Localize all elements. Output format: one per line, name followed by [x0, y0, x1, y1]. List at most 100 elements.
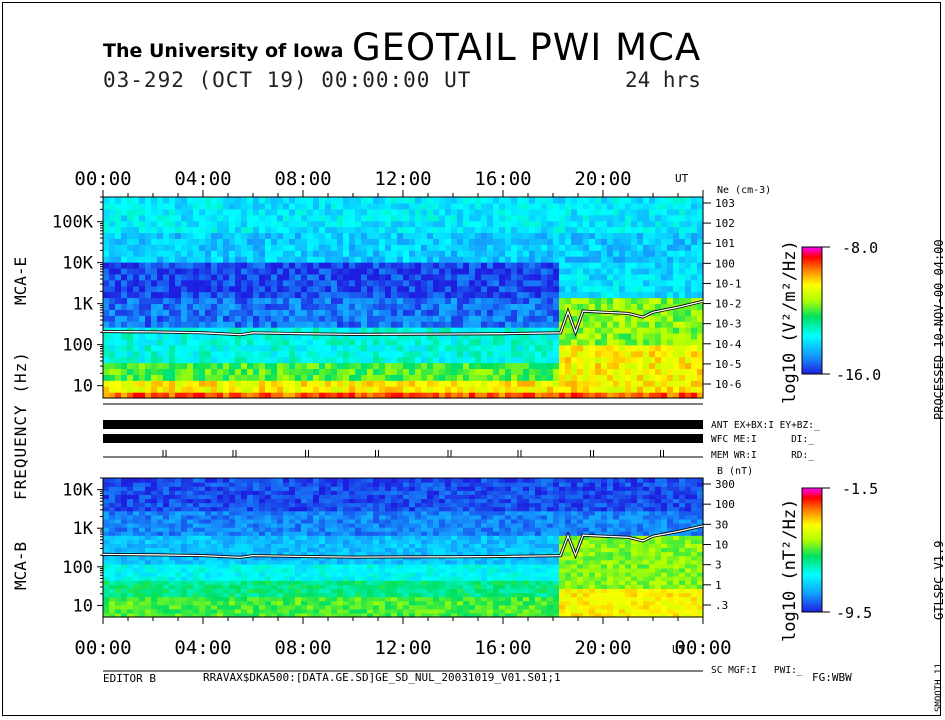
heatmap-cell — [331, 250, 338, 257]
heatmap-cell — [211, 214, 218, 222]
heatmap-cell — [595, 338, 602, 346]
heatmap-cell — [205, 498, 212, 504]
heatmap-cell — [115, 494, 122, 500]
heatmap-cell — [601, 238, 608, 245]
heatmap-cell — [589, 368, 596, 375]
heatmap-cell — [655, 202, 662, 210]
heatmap-cell — [283, 344, 290, 352]
heatmap-cell — [283, 584, 290, 589]
heatmap-cell — [259, 600, 266, 606]
heatmap-cell — [121, 576, 128, 581]
heatmap-cell — [133, 386, 140, 393]
heatmap-cell — [139, 202, 146, 210]
heatmap-cell — [157, 344, 164, 352]
heatmap-cell — [343, 374, 350, 381]
heatmap-cell — [331, 279, 338, 287]
heatmap-cell — [607, 386, 614, 393]
heatmap-cell — [187, 250, 194, 257]
heatmap-cell — [697, 338, 704, 346]
heatmap-cell — [295, 547, 302, 553]
heatmap-cell — [553, 332, 560, 340]
heatmap-cell — [649, 208, 656, 216]
heatmap-cell — [367, 380, 374, 387]
heatmap-cell — [349, 531, 356, 536]
heatmap-cell — [583, 332, 590, 340]
heatmap-cell — [175, 608, 182, 614]
heatmap-cell — [199, 486, 206, 491]
heatmap-cell — [595, 350, 602, 358]
heatmap-cell — [499, 208, 506, 216]
heatmap-cell — [157, 214, 164, 222]
heatmap-cell — [217, 332, 224, 340]
heatmap-cell — [319, 202, 326, 210]
heatmap-cell — [349, 350, 356, 358]
heatmap-cell — [109, 197, 116, 204]
heatmap-cell — [205, 226, 212, 234]
heatmap-cell — [625, 267, 632, 275]
heatmap-cell — [283, 498, 290, 504]
heatmap-cell — [595, 279, 602, 287]
heatmap-cell — [277, 374, 284, 381]
heatmap-cell — [313, 250, 320, 257]
heatmap-cell — [301, 344, 308, 352]
heatmap-cell — [271, 527, 278, 532]
heatmap-cell — [649, 214, 656, 222]
heatmap-cell — [109, 527, 116, 532]
heatmap-cell — [439, 238, 446, 245]
heatmap-cell — [613, 197, 620, 204]
heatmap-cell — [487, 226, 494, 234]
heatmap-cell — [589, 338, 596, 346]
heatmap-cell — [199, 502, 206, 508]
heatmap-cell — [283, 338, 290, 346]
heatmap-cell — [631, 362, 638, 370]
heatmap-cell — [343, 238, 350, 245]
heatmap-cell — [343, 338, 350, 346]
heatmap-cell — [247, 584, 254, 589]
heatmap-cell — [193, 197, 200, 204]
heatmap-cell — [199, 303, 206, 310]
heatmap-cell — [385, 291, 392, 299]
heatmap-cell — [259, 344, 266, 352]
heatmap-cell — [481, 350, 488, 358]
heatmap-cell — [259, 380, 266, 387]
heatmap-cell — [139, 539, 146, 545]
heatmap-cell — [565, 386, 572, 393]
heatmap-cell — [517, 291, 524, 299]
heatmap-cell — [427, 362, 434, 370]
heatmap-cell — [523, 297, 530, 305]
heatmap-cell — [571, 232, 578, 239]
heatmap-cell — [541, 315, 548, 322]
heatmap-cell — [247, 596, 254, 602]
heatmap-cell — [217, 250, 224, 257]
heatmap-cell — [307, 309, 314, 316]
heatmap-cell — [565, 321, 572, 328]
heatmap-cell — [103, 555, 110, 561]
heatmap-cell — [229, 539, 236, 545]
heatmap-cell — [205, 356, 212, 364]
heatmap-cell — [499, 220, 506, 228]
right-tick-label: 10-1 — [715, 277, 742, 290]
heatmap-cell — [325, 506, 332, 512]
heatmap-cell — [349, 612, 356, 618]
heatmap-cell — [223, 567, 230, 573]
heatmap-cell — [145, 344, 152, 352]
heatmap-cell — [325, 374, 332, 381]
heatmap-cell — [307, 303, 314, 310]
heatmap-cell — [307, 478, 314, 483]
heatmap-cell — [451, 262, 458, 269]
heatmap-cell — [271, 273, 278, 281]
heatmap-cell — [391, 279, 398, 287]
heatmap-cell — [613, 226, 620, 234]
heatmap-cell — [379, 315, 386, 322]
heatmap-cell — [691, 344, 698, 352]
heatmap-cell — [103, 494, 110, 500]
heatmap-cell — [259, 356, 266, 364]
heatmap-cell — [115, 584, 122, 589]
heatmap-cell — [247, 368, 254, 375]
heatmap-cell — [121, 498, 128, 504]
heatmap-cell — [271, 208, 278, 216]
heatmap-cell — [589, 256, 596, 263]
heatmap-cell — [499, 250, 506, 257]
heatmap-cell — [325, 486, 332, 491]
heatmap-cell — [451, 202, 458, 210]
